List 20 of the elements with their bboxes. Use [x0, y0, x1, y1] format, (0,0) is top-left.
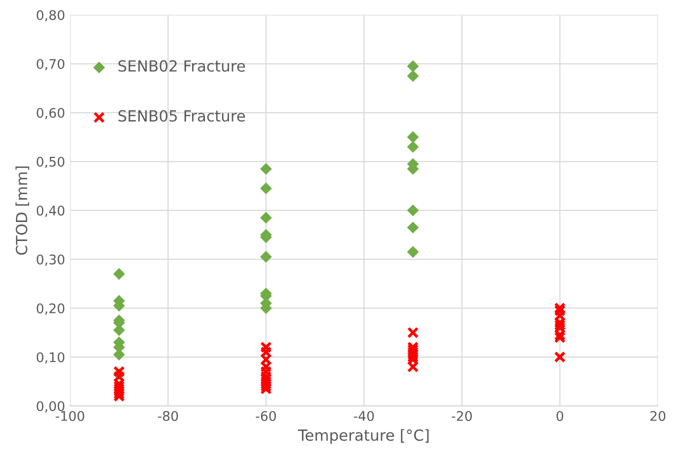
y-tick-label: 0,30	[36, 254, 64, 266]
y-tick-label: 0,60	[36, 108, 64, 120]
y-axis-title: CTOD [mm]	[16, 166, 30, 255]
y-tick-label: 0,40	[36, 206, 64, 217]
x-tick-label: 20	[650, 410, 666, 421]
y-tick-label: 0,00	[36, 401, 64, 412]
y-tick-label: 0,80	[36, 10, 64, 22]
x-tick-label: 0	[556, 410, 564, 421]
y-tick-label: 0,50	[36, 156, 64, 168]
x-tick-label: -40	[354, 410, 374, 421]
y-tick-label: 0,70	[36, 58, 64, 70]
y-tick-label: 0,10	[36, 352, 64, 364]
x-tick-label: -100	[56, 410, 84, 421]
y-tick-label: 0,20	[36, 303, 64, 315]
x-tick-label: -20	[452, 410, 472, 421]
x-tick-label: -60	[256, 410, 276, 421]
legend-label: SENB02 Fracture	[118, 60, 245, 72]
x-tick-label: -80	[158, 410, 178, 421]
legend-label: SENB05 Fracture	[118, 110, 245, 122]
x-axis-title: Temperature [°C]	[298, 429, 429, 444]
